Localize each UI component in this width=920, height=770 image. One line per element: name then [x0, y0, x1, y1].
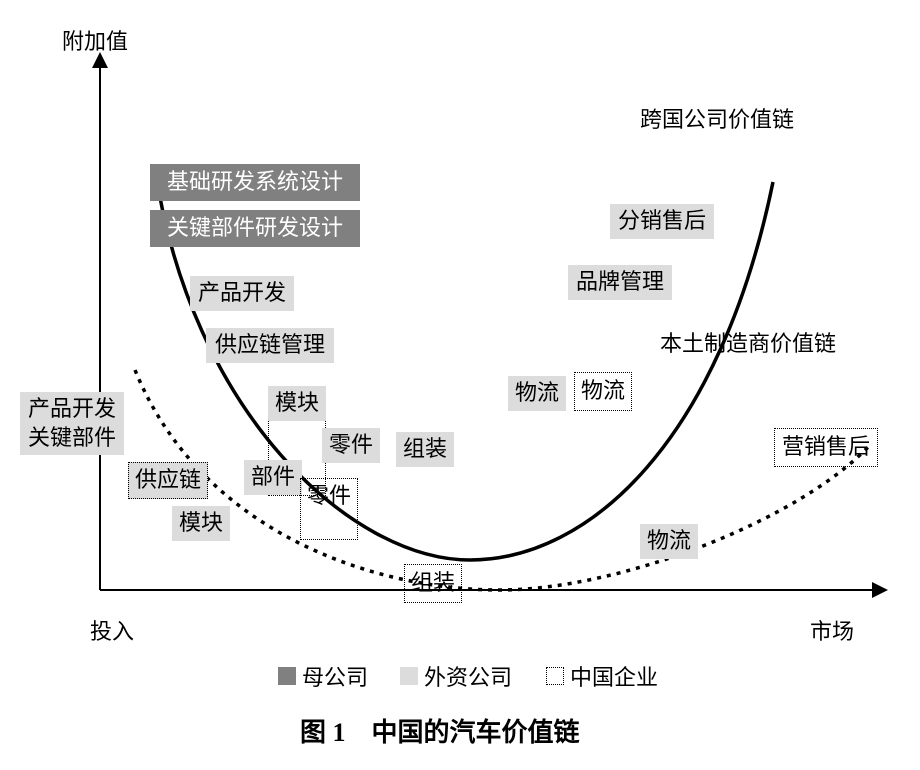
legend-swatch — [546, 667, 564, 685]
legend-label: 外资公司 — [424, 660, 512, 692]
x-axis-left-label: 投入 — [90, 618, 134, 647]
value-box-7: 物流 — [508, 376, 566, 411]
figure-caption: 图 1 中国的汽车价值链 — [300, 712, 580, 749]
value-box-1: 关键部件研发设计 — [150, 210, 360, 247]
value-box-6: 组装 — [396, 432, 454, 467]
value-box-3: 供应链管理 — [206, 328, 334, 363]
chart-container: 附加值投入 市场 跨国公司价值链本土制造商价值链 基础研发系统设计关键部件研发设计产品… — [0, 0, 920, 770]
value-box-0: 基础研发系统设计 — [150, 164, 360, 201]
legend-item-1: 外资公司 — [400, 660, 512, 692]
value-box-4: 模块 — [268, 386, 326, 421]
upper-curve-label: 跨国公司价值链 — [640, 106, 794, 135]
legend-item-2: 中国企业 — [546, 660, 658, 692]
value-box-8: 品牌管理 — [568, 265, 672, 300]
value-box-2: 产品开发 — [190, 276, 294, 311]
value-box-5: 零件 — [322, 428, 380, 463]
value-box-15: 组装 — [404, 564, 462, 603]
value-box-17: 物流 — [640, 524, 698, 559]
value-box-10: 产品开发关键部件 — [20, 392, 124, 455]
legend-swatch — [400, 667, 418, 685]
y-axis-label: 附加值 — [62, 28, 128, 57]
value-box-9: 分销售后 — [610, 204, 714, 239]
x-axis-right-label: 市场 — [810, 618, 854, 647]
value-box-14: 零件 — [300, 478, 358, 540]
legend-swatch — [278, 667, 296, 685]
value-box-12: 模块 — [172, 506, 230, 541]
value-box-13: 部件 — [244, 460, 302, 495]
value-box-11: 供应链 — [128, 462, 208, 499]
value-box-16: 物流 — [574, 372, 632, 411]
legend-label: 母公司 — [302, 660, 368, 692]
legend-label: 中国企业 — [570, 660, 658, 692]
legend-item-0: 母公司 — [278, 660, 368, 692]
value-box-18: 营销售后 — [774, 428, 878, 467]
lower-curve-label: 本土制造商价值链 — [660, 330, 836, 359]
